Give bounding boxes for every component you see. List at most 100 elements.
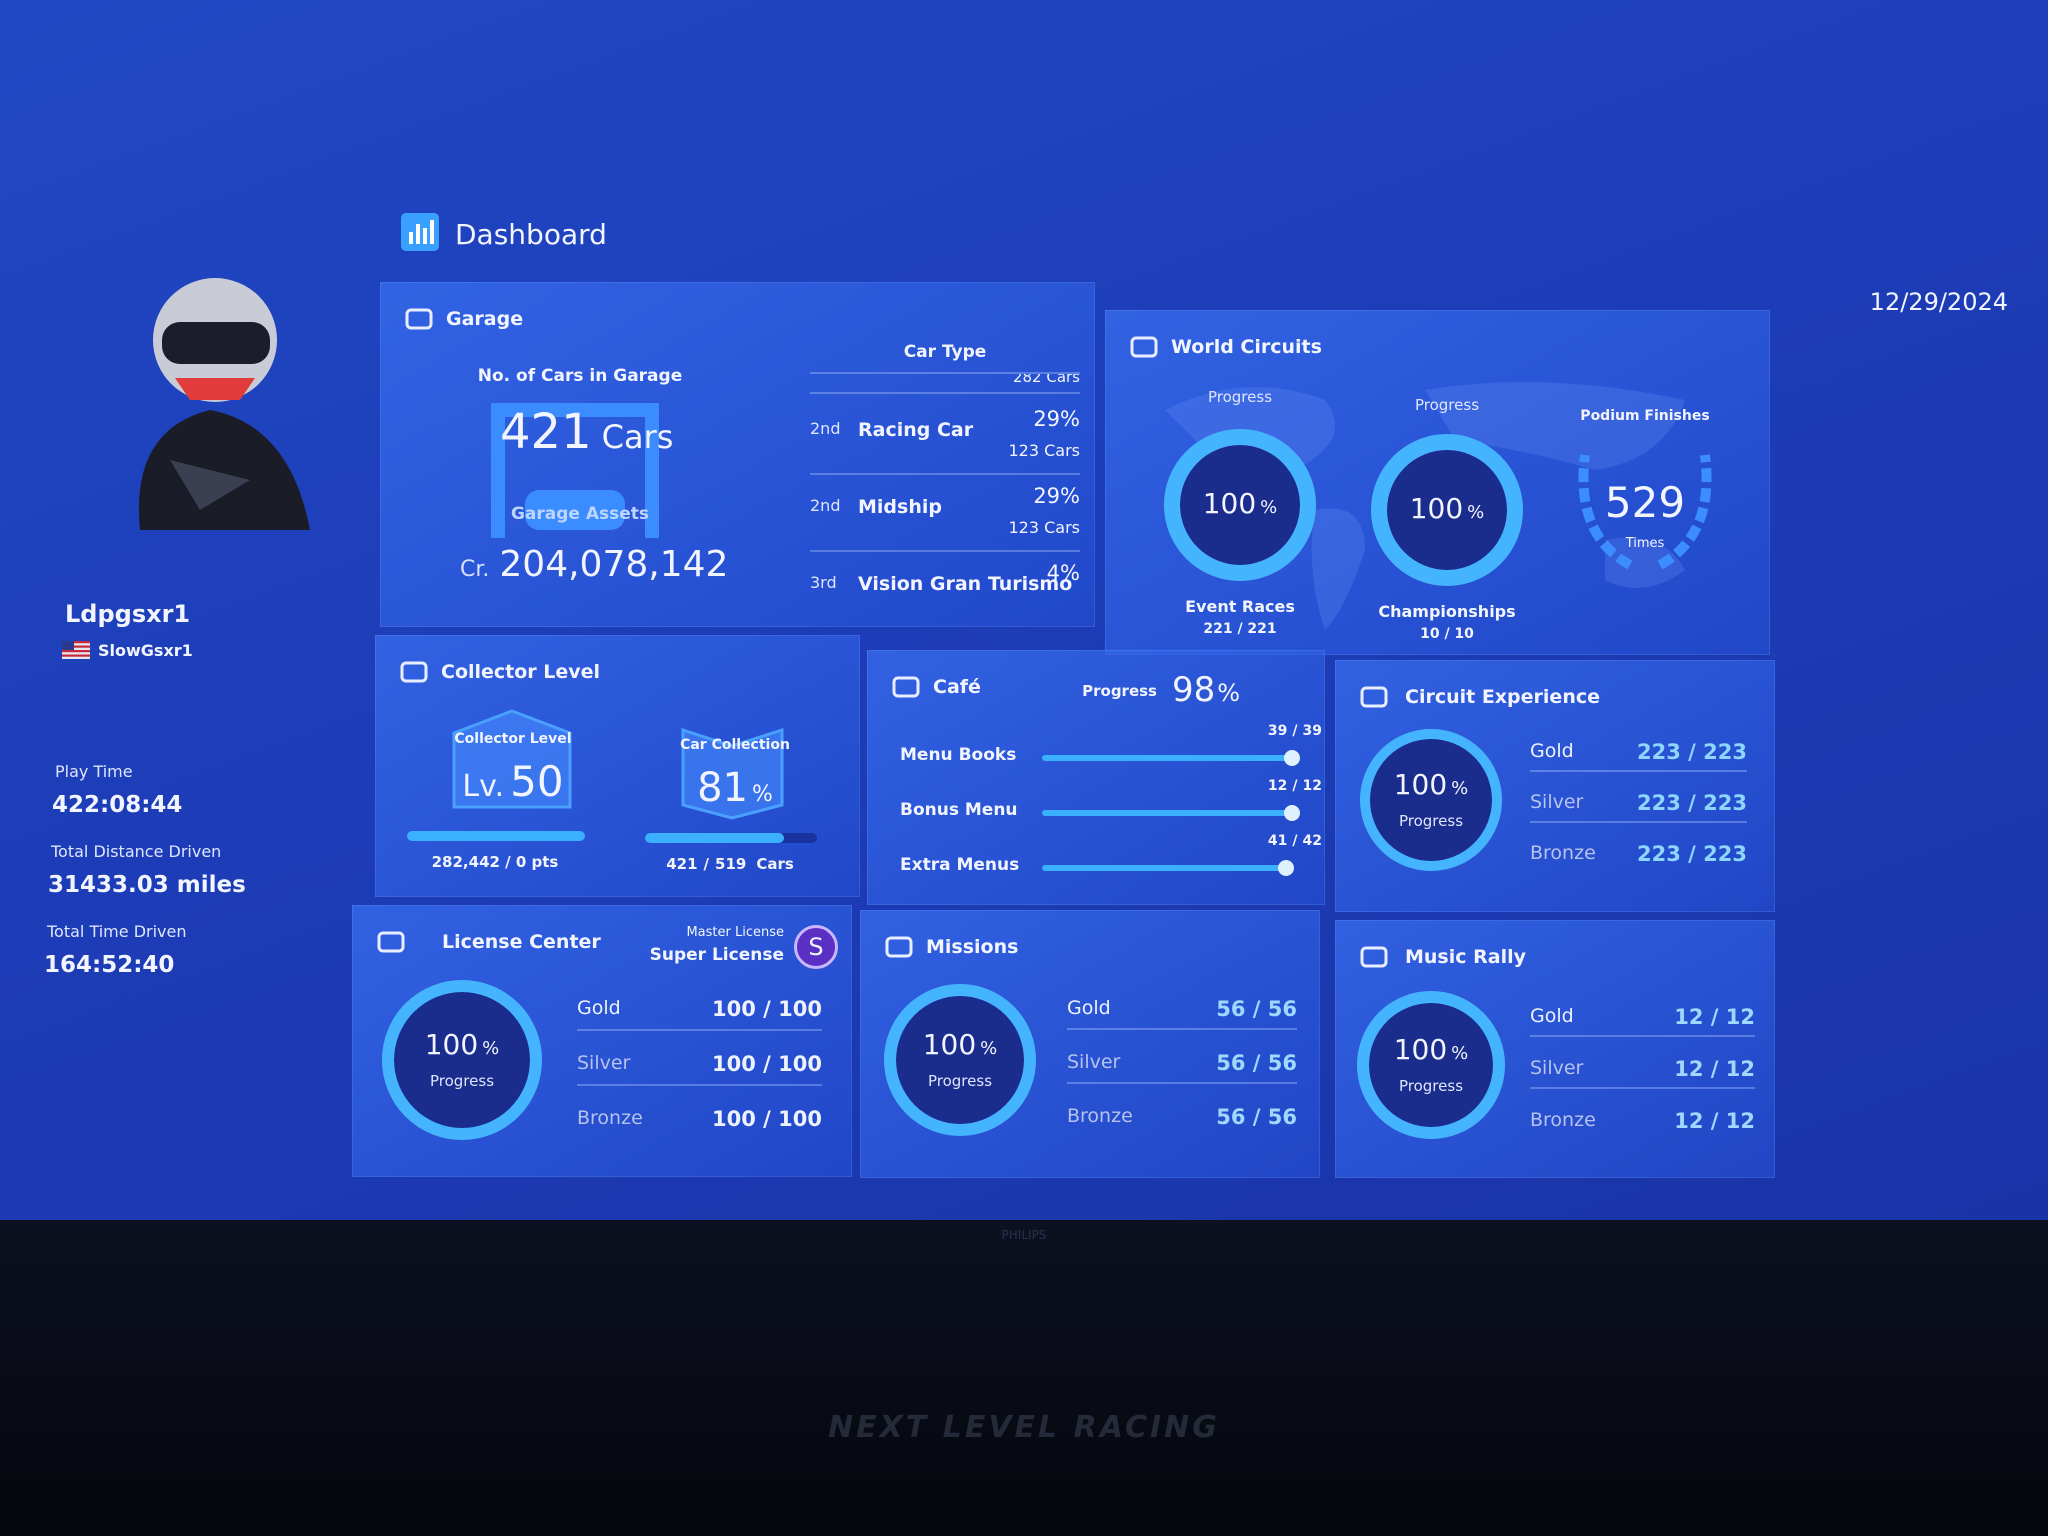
dashboard-icon <box>401 213 439 251</box>
monitor-stand: PHILIPS NEXT LEVEL RACING <box>0 1220 2048 1536</box>
ring-arc <box>1360 729 1502 871</box>
ring-name: Event Races <box>1185 597 1295 616</box>
medal-count: 12 / 12 <box>1674 1057 1755 1081</box>
assets-part: Cr. <box>460 557 490 582</box>
bar-knob <box>1278 860 1295 876</box>
menu-count-part: / <box>1292 778 1298 794</box>
medal-name: Silver <box>1530 1057 1584 1079</box>
divider <box>577 1028 822 1031</box>
ring-value-part: % <box>482 1038 500 1059</box>
medal-count: 223 / 223 <box>1637 740 1747 764</box>
type-label: Car Type <box>903 342 987 362</box>
master-label: Master License <box>686 925 784 940</box>
divider <box>810 473 1080 475</box>
divider <box>810 372 1080 374</box>
level-bar <box>407 831 585 841</box>
panel-title: Garage <box>446 308 524 330</box>
car-type-name: Midship <box>858 496 942 518</box>
flag <box>62 641 90 659</box>
collection-count-part: Cars <box>756 855 794 873</box>
divider <box>577 1083 822 1086</box>
assets-part: 204,078,142 <box>499 544 729 585</box>
panel-icon <box>400 661 428 683</box>
flag-stripe <box>62 645 90 648</box>
progress-ring <box>1357 991 1505 1139</box>
panel-icon <box>377 931 405 953</box>
car-type-name: Vision Gran Turismo <box>858 573 1073 595</box>
collection-count: 421 / 519 Cars <box>666 855 794 873</box>
menu-count: 12/12 <box>1268 778 1322 794</box>
medal-name: Gold <box>1530 1005 1574 1027</box>
medal-name: Gold <box>1530 740 1574 762</box>
ring-count: 221 / 221 <box>1203 621 1277 637</box>
stat-value: 31433.03 miles <box>48 872 246 898</box>
panel-title: License Center <box>442 931 601 953</box>
menu-count-part: / <box>1292 723 1298 739</box>
medal-name: Bronze <box>1067 1105 1133 1127</box>
collection-percent-part: % <box>752 782 773 807</box>
menu-count-part: 42 <box>1302 833 1322 849</box>
license-name: Super License <box>649 945 784 965</box>
ring-label: Progress <box>1398 812 1464 830</box>
license-panel: License Center Master License Super Licens… <box>352 905 852 1177</box>
ring-label: Progress <box>927 1072 993 1090</box>
medal-count: 12 / 12 <box>1674 1005 1755 1029</box>
menu-bar <box>1042 755 1292 761</box>
medal-count: 223 / 223 <box>1637 842 1747 866</box>
ring-value-part: 100 <box>922 1028 977 1061</box>
ring-value-part: % <box>1451 778 1469 799</box>
avatar-arm <box>170 460 250 510</box>
car-rank: 2nd <box>810 419 841 438</box>
level: Lv. 50 <box>462 757 563 806</box>
divider <box>1067 1082 1297 1084</box>
stat-label: Play Time <box>55 762 133 781</box>
cars-count-part: Cars <box>601 418 674 456</box>
icon-shape <box>1360 686 1388 708</box>
cafe-progress-part: 98 <box>1172 670 1216 710</box>
car-type-cut: 282 Cars <box>1012 374 1080 384</box>
car-count: 123 Cars <box>1008 518 1080 537</box>
cafe-panel: Café Progress 98% Menu Books 39/39 Bonus Menu… <box>867 650 1325 905</box>
divider <box>1530 1087 1755 1089</box>
brand: PHILIPS <box>1001 1228 1047 1242</box>
ring-value-part: % <box>1260 497 1278 518</box>
laurel-right <box>1657 454 1712 570</box>
level-part: Lv. <box>462 769 505 804</box>
cafe-progress: 98% <box>1172 670 1240 710</box>
date: 12/29/2024 <box>1869 288 2008 316</box>
points: 282,442 / 0 pts <box>431 853 559 871</box>
cafe-progress-part: % <box>1217 679 1241 707</box>
car-rank: 2nd <box>810 496 841 515</box>
medal-count: 12 / 12 <box>1674 1109 1755 1133</box>
flag-stripe <box>62 654 90 657</box>
panel-icon <box>1360 946 1388 968</box>
panel-icon <box>892 676 920 698</box>
ring-value-part: 100 <box>1393 768 1448 801</box>
car-percent: 29% <box>1033 484 1080 508</box>
garage-outline <box>491 403 659 538</box>
medal-count: 56 / 56 <box>1216 1105 1297 1129</box>
ring-value-part: % <box>980 1038 998 1059</box>
menu-count-part: 12 <box>1302 778 1322 794</box>
level-label: Collector Level <box>454 731 572 747</box>
music-panel: Music Rally 100% Progress Gold 12 / 12 Silver… <box>1335 920 1775 1178</box>
ring-center <box>896 996 1024 1124</box>
collection-percent: 81% <box>697 765 773 811</box>
ring-value-part: 100 <box>1393 1033 1448 1066</box>
panel-icon <box>885 936 913 958</box>
medal-count: 100 / 100 <box>712 997 822 1021</box>
panel-title: Café <box>933 676 981 698</box>
avatar-chin <box>175 378 255 400</box>
panel-title: Music Rally <box>1405 946 1526 968</box>
garage-car <box>525 490 625 530</box>
ring-center <box>1370 739 1492 861</box>
stat-label: Total Time Driven <box>47 922 187 941</box>
car-type-name: Racing Car <box>858 419 974 441</box>
ring-arc <box>1371 434 1523 586</box>
icon-shape <box>405 308 433 330</box>
menu-name: Bonus Menu <box>900 800 1018 820</box>
flag-stripe <box>62 650 90 653</box>
stat-value: 422:08:44 <box>52 792 183 818</box>
panel-icon <box>1360 686 1388 708</box>
